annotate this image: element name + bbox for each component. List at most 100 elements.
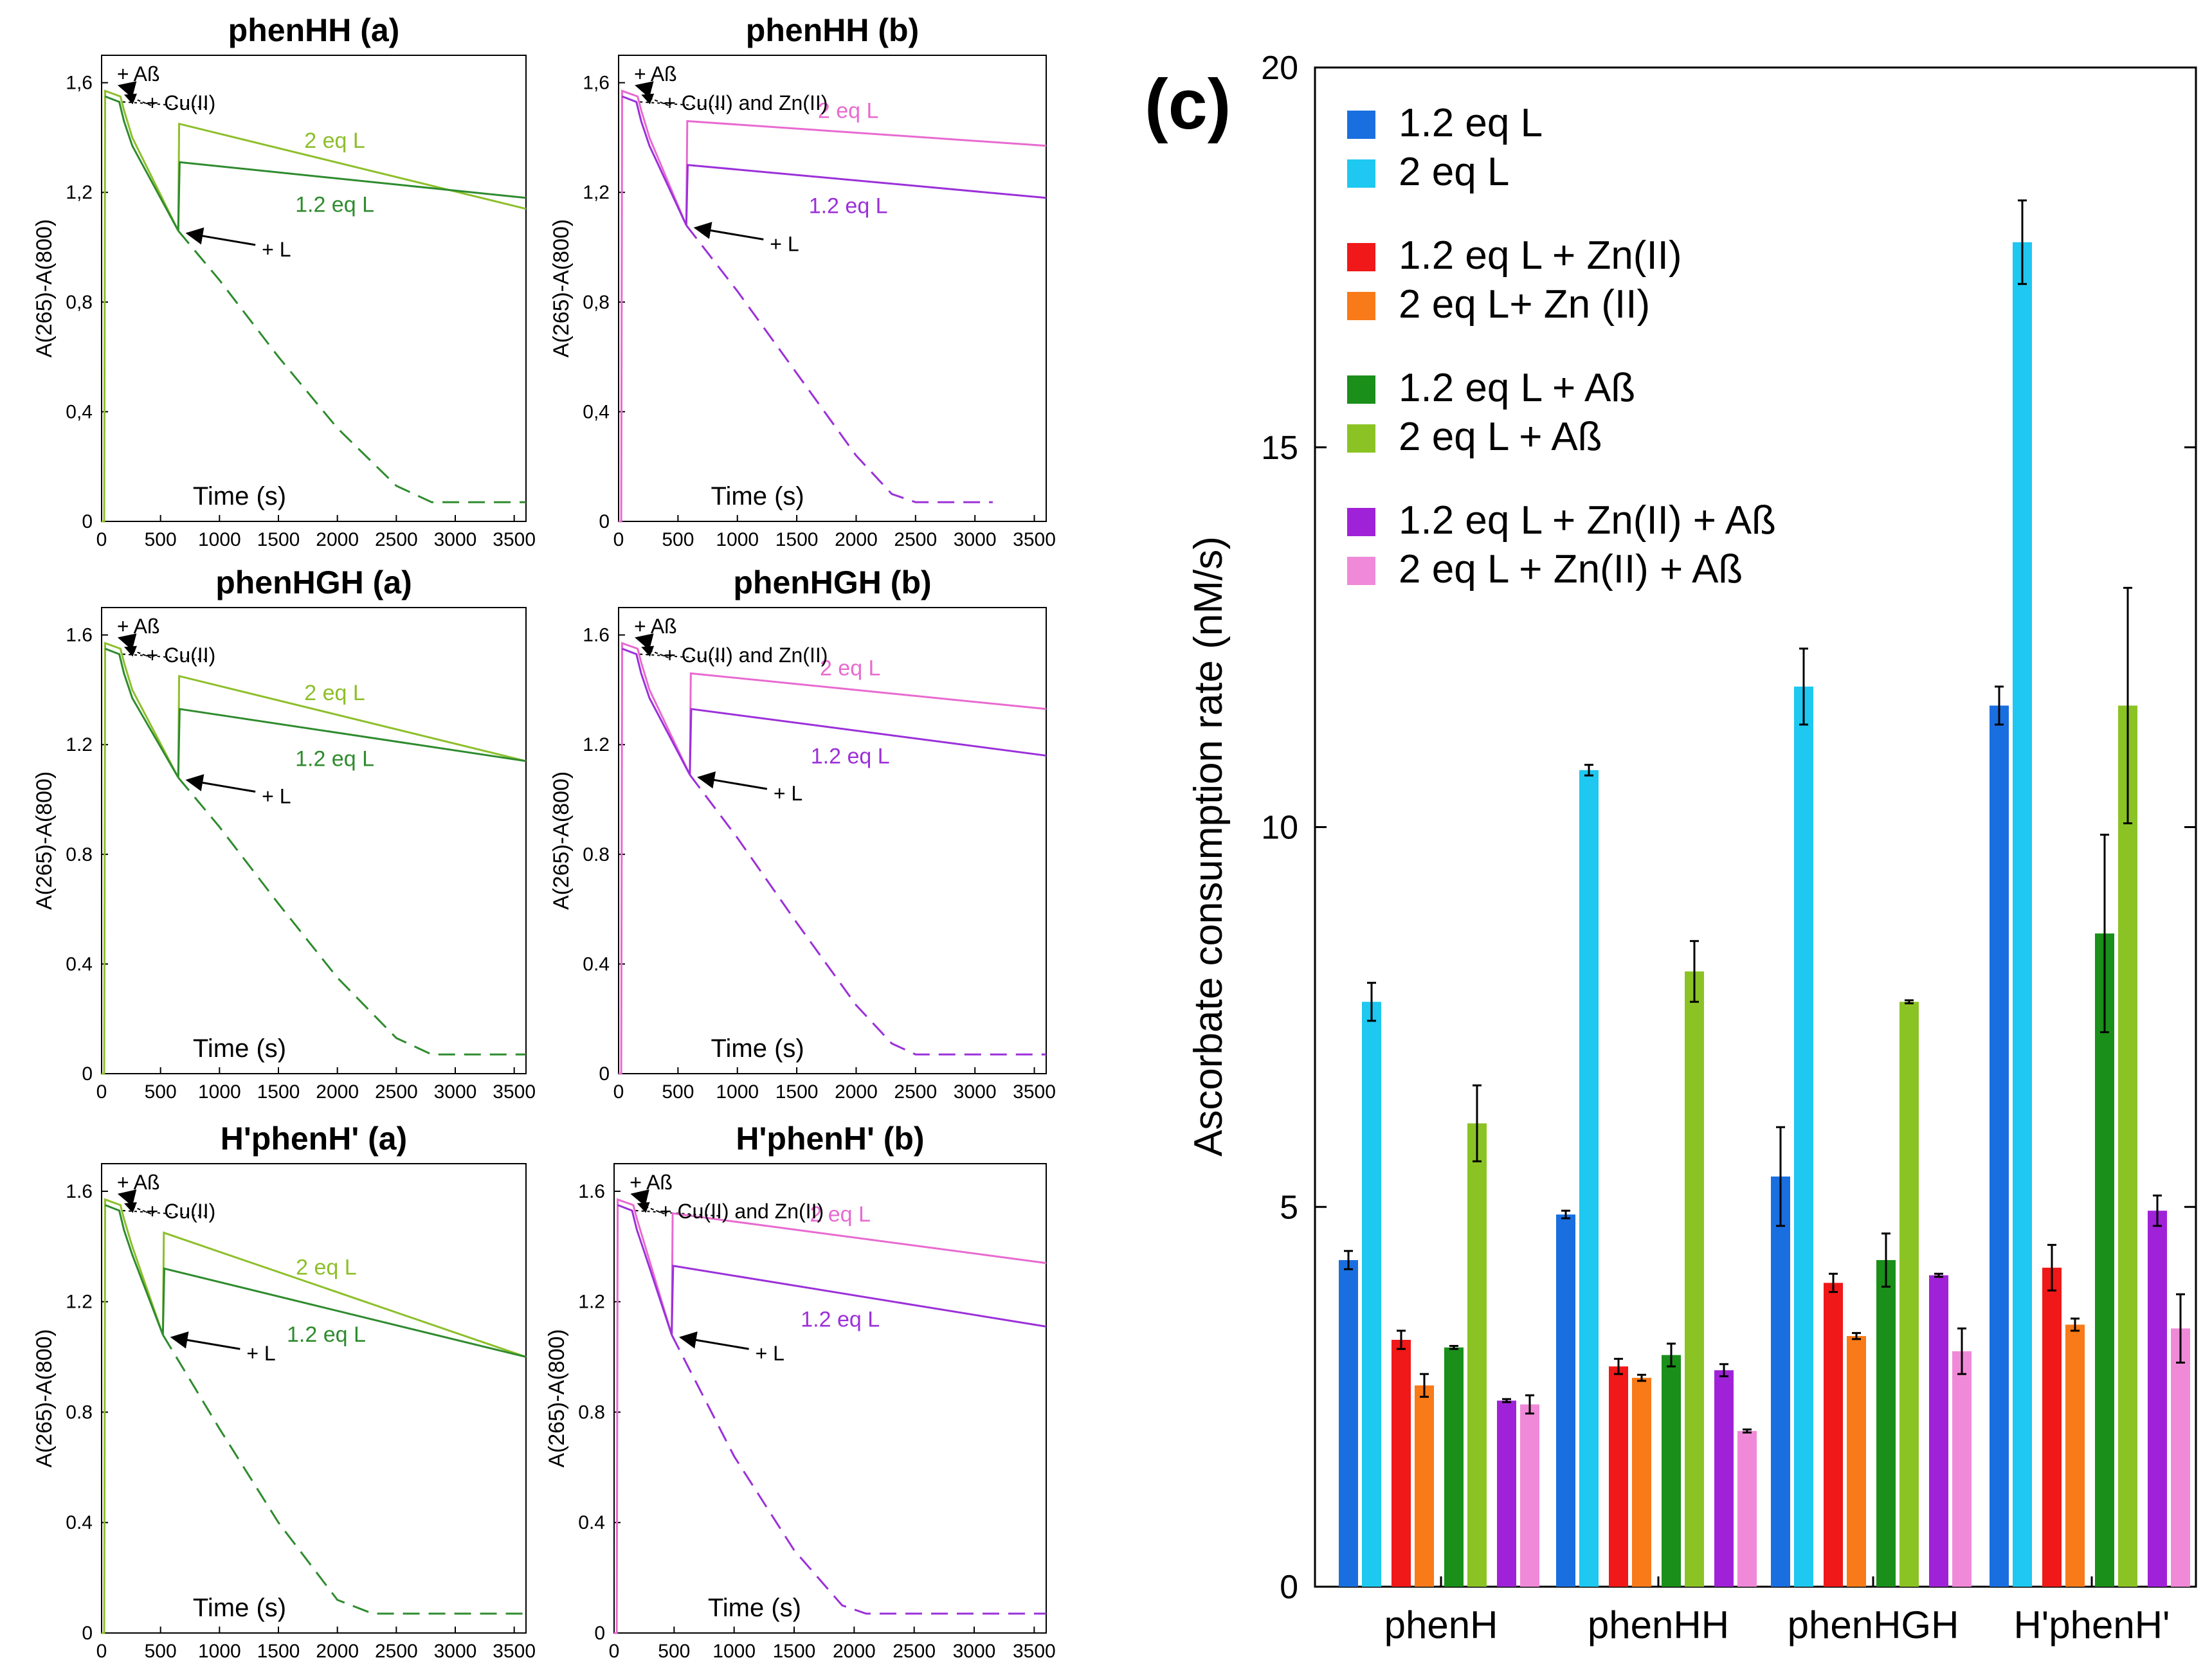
x-tick-label: 1500 (257, 529, 300, 550)
x-tick-label: 500 (662, 529, 694, 550)
y-axis-label: A(265)-A(800) (549, 219, 574, 357)
bar (1876, 1259, 1896, 1587)
x-tick-label: 2500 (894, 529, 937, 550)
x-tick-label: 500 (145, 1081, 177, 1103)
annotation-arrow (697, 771, 768, 790)
x-tick-label: 500 (662, 1081, 694, 1103)
bar (1824, 1283, 1843, 1587)
bar (1714, 1370, 1734, 1587)
y-tick-label: 0,8 (583, 292, 610, 313)
legend-swatch (1347, 508, 1375, 536)
legend-swatch (1347, 243, 1375, 271)
bar (1771, 1176, 1790, 1587)
series-line-1.2eq (689, 708, 1047, 775)
x-axis-label: Time (s) (708, 1594, 801, 1622)
plot-frame (101, 55, 527, 522)
series-label-2eq: 2 eq L (820, 656, 881, 680)
y-tick-label: 0,4 (66, 401, 93, 422)
annotation-ligand: + L (262, 238, 291, 261)
y-axis-label: A(265)-A(800) (32, 219, 57, 357)
series-label-2eq: 2 eq L (304, 681, 365, 705)
time-course-plot-5: H'phenH' (b) 0 0.4 0.8 1.2 1.6 0 500 1000 1500 200… (545, 1121, 1056, 1662)
bar-category-label: phenH (1384, 1603, 1498, 1646)
time-course-plot-2: phenHGH (a) 0 0.4 0.8 1.2 1.6 0 500 1000 1500 2000… (32, 564, 536, 1103)
x-tick-label: 500 (145, 1641, 177, 1662)
annotation-ligand: + L (774, 782, 802, 805)
bar (1632, 1378, 1651, 1587)
y-tick-label: 0.8 (66, 844, 93, 865)
annotation-abeta: + Aß (117, 1171, 160, 1194)
no-ligand-dashed-line (685, 224, 993, 503)
plot-title: phenHGH (b) (733, 564, 931, 600)
x-tick-label: 2000 (833, 1641, 876, 1662)
x-tick-label: 2500 (893, 1641, 936, 1662)
annotation-abeta: + Aß (634, 615, 677, 638)
legend-label: 1.2 eq L (1399, 101, 1543, 145)
bar (1392, 1340, 1411, 1587)
reference-dotted-line (640, 653, 726, 661)
bar (1685, 971, 1704, 1587)
x-tick-label: 500 (658, 1641, 690, 1662)
x-tick-label: 1500 (775, 1081, 819, 1103)
series-line-1.2eq (177, 708, 527, 778)
series-label-1.2eq: 1.2 eq L (295, 746, 374, 771)
bar (2013, 242, 2032, 1587)
bar (1362, 1002, 1381, 1587)
annotation-abeta: + Aß (117, 615, 160, 638)
x-tick-label: 0 (613, 529, 624, 550)
annotation-metal: + Cu(II) (147, 644, 216, 667)
bar (1339, 1259, 1358, 1587)
x-tick-label: 2000 (316, 1081, 359, 1103)
bar (2042, 1267, 2062, 1587)
initial-trace-line (619, 89, 687, 523)
reference-dotted-line (122, 101, 208, 109)
plot-title: H'phenH' (b) (736, 1121, 924, 1157)
annotation-arrow (630, 1189, 649, 1207)
annotation-ligand: + L (756, 1342, 784, 1365)
legend-swatch (1347, 375, 1375, 404)
y-axis-label: A(265)-A(800) (32, 1329, 57, 1467)
x-tick-label: 1500 (257, 1081, 300, 1103)
x-tick-label: 3000 (953, 1641, 996, 1662)
x-tick-label: 1000 (198, 529, 241, 550)
bar (1990, 705, 2009, 1587)
series-line-1.2eq (671, 1265, 1047, 1335)
series-label-1.2eq: 1.2 eq L (809, 194, 888, 219)
plot-title: phenHH (a) (228, 12, 400, 48)
bar-y-axis-label: Ascorbate consumption rate (nM/s) (1186, 536, 1231, 1157)
annotation-arrow (117, 633, 137, 651)
x-tick-label: 2500 (375, 1641, 418, 1662)
y-tick-label: 1.2 (578, 1292, 605, 1313)
initial-trace-line (102, 1198, 164, 1634)
initial-trace-line (102, 642, 179, 1075)
initial-trace-line (104, 1204, 164, 1335)
legend-label: 1.2 eq L + Zn(II) (1399, 233, 1682, 278)
y-tick-label: 0 (82, 1623, 93, 1644)
annotation-arrow (123, 645, 152, 658)
series-label-2eq: 2 eq L (304, 129, 365, 153)
x-tick-label: 0 (609, 1641, 620, 1662)
annotation-arrow (637, 1202, 665, 1214)
x-axis-label: Time (s) (711, 482, 804, 510)
y-tick-label: 1,2 (583, 182, 610, 203)
x-axis-label: Time (s) (193, 1034, 286, 1063)
bar (1415, 1385, 1434, 1587)
x-tick-label: 2000 (316, 529, 359, 550)
x-tick-label: 2500 (375, 529, 418, 550)
x-tick-label: 1000 (712, 1641, 756, 1662)
bar (2148, 1211, 2167, 1587)
legend-swatch (1347, 557, 1375, 585)
x-tick-label: 3000 (954, 1081, 997, 1103)
bar-y-tick-label: 0 (1280, 1569, 1298, 1606)
annotation-ligand: + L (770, 232, 799, 255)
time-course-plot-0: phenHH (a) 0 0,4 0,8 1,2 1,6 0 500 1000 1500 2000 2… (32, 12, 536, 550)
bar-category-label: H'phenH' (2013, 1603, 2170, 1646)
y-tick-label: 1.6 (66, 1181, 93, 1202)
bar (1444, 1347, 1464, 1587)
annotation-abeta: + Aß (630, 1171, 673, 1194)
y-tick-label: 0,4 (583, 401, 610, 422)
annotation-arrow (185, 227, 256, 246)
annotation-arrow (123, 1202, 152, 1214)
y-tick-label: 0 (82, 511, 93, 532)
bar (1497, 1400, 1516, 1587)
